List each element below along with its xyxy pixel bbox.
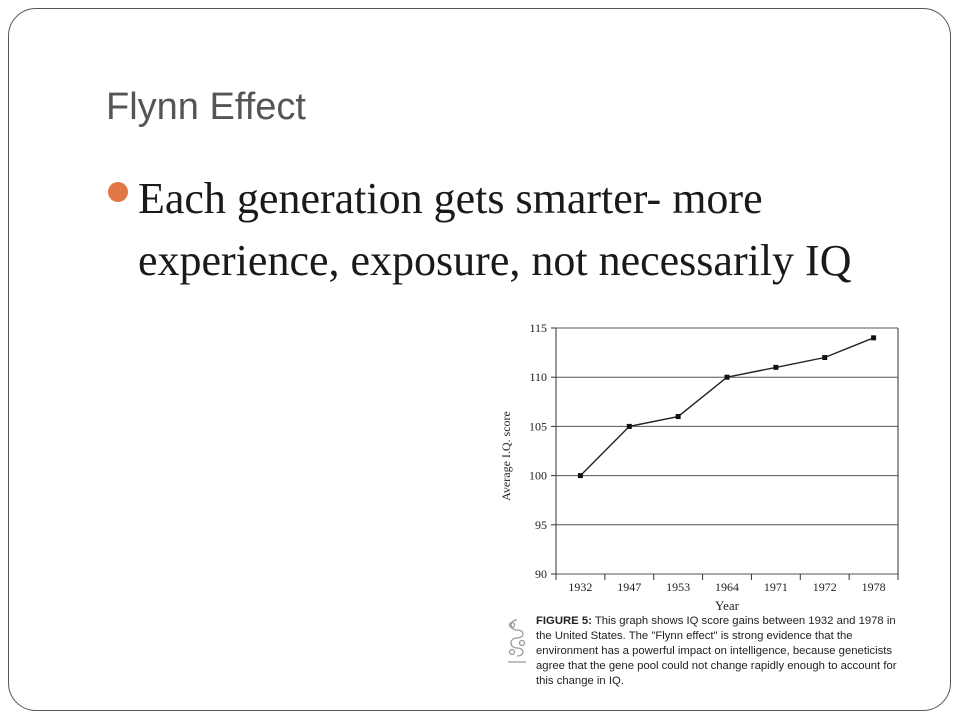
y-tick-label: 110: [529, 370, 547, 384]
x-tick-label: 1971: [764, 580, 788, 594]
x-tick-label: 1932: [568, 580, 592, 594]
data-point: [822, 355, 828, 361]
series-iq: [577, 335, 877, 479]
data-point: [577, 473, 583, 479]
series-line: [579, 337, 874, 477]
slide-frame: [8, 8, 951, 711]
y-tick-label: 115: [529, 321, 547, 335]
bullet-icon: [108, 182, 128, 202]
iq-line-chart: 90 95 100 105 110 115 1932 1947 1953 1964 1971 197…: [499, 321, 899, 613]
x-axis-label: Year: [715, 598, 740, 613]
data-point: [871, 335, 877, 341]
bullet-text: Each generation gets smarter- more exper…: [138, 174, 852, 285]
data-point: [626, 423, 632, 429]
data-point: [773, 364, 779, 370]
x-tick-label: 1964: [715, 580, 739, 594]
y-tick-label: 95: [535, 518, 547, 532]
y-tick-label: 105: [529, 419, 547, 433]
caption-label: FIGURE 5:: [536, 615, 592, 627]
y-tick-label: 100: [529, 469, 547, 483]
y-tick-labels: 90 95 100 105 110 115: [529, 321, 547, 581]
x-tick-label: 1953: [666, 580, 690, 594]
caption-text: This graph shows IQ score gains between …: [536, 615, 897, 687]
x-tick-label: 1947: [617, 580, 641, 594]
decorative-scroll-icon: [508, 619, 526, 663]
figure-caption: FIGURE 5: This graph shows IQ score gain…: [536, 614, 906, 689]
y-axis-label: Average I.Q. score: [499, 411, 513, 501]
data-point: [724, 374, 730, 380]
slide-title: Flynn Effect: [106, 86, 306, 128]
x-tick-labels: 1932 1947 1953 1964 1971 1972 1978: [568, 580, 885, 594]
data-point: [675, 414, 681, 420]
x-tick-label: 1972: [813, 580, 837, 594]
x-tick-label: 1978: [862, 580, 886, 594]
grid-lines: [551, 327, 899, 580]
y-tick-label: 90: [535, 567, 547, 581]
